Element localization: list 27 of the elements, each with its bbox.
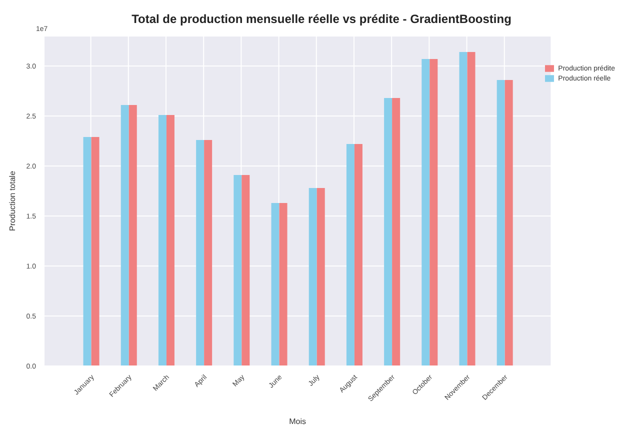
bar <box>496 80 505 366</box>
bar <box>242 175 250 366</box>
bar <box>279 203 288 366</box>
bar <box>120 105 129 366</box>
bar <box>467 52 476 366</box>
bar <box>316 188 325 366</box>
bar <box>83 137 92 366</box>
bar <box>234 175 242 366</box>
bar <box>158 115 166 366</box>
chart-title: Total de production mensuelle réelle vs prédite - GradientBoosting <box>132 12 512 26</box>
bar <box>504 80 513 366</box>
y-axis-title: Production totale <box>8 170 17 232</box>
bar <box>422 59 430 366</box>
bar <box>346 144 354 366</box>
bar <box>430 59 438 366</box>
bar <box>354 144 362 366</box>
bar <box>308 188 317 366</box>
bar <box>384 98 392 366</box>
bar <box>459 52 468 366</box>
bar <box>91 137 100 366</box>
bar <box>392 98 400 366</box>
bar <box>128 105 137 366</box>
bar <box>196 140 204 366</box>
bar <box>166 115 174 366</box>
bar <box>271 203 280 366</box>
x-axis-title: Mois <box>289 417 306 426</box>
bar <box>204 140 212 366</box>
